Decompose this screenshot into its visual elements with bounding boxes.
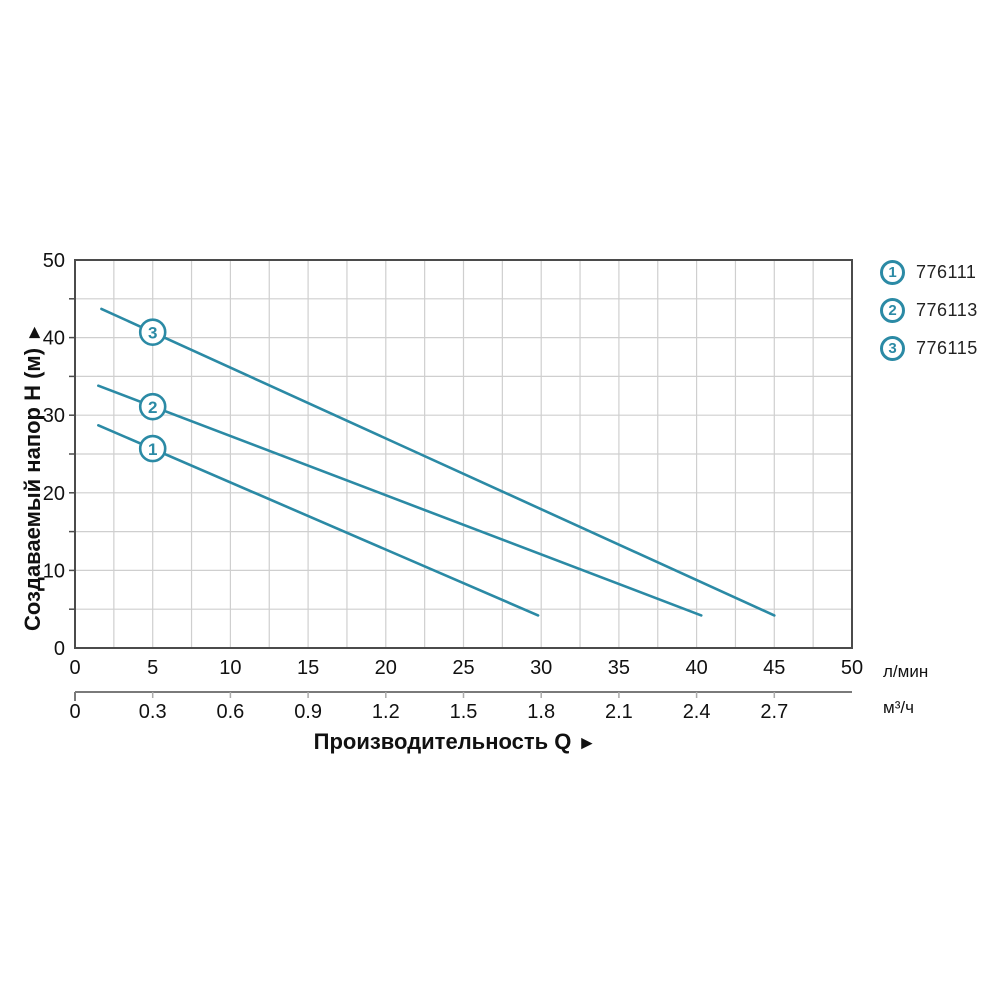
svg-text:20: 20 (375, 657, 397, 679)
svg-text:25: 25 (452, 657, 474, 679)
legend-item: 2 776113 (880, 298, 978, 323)
svg-text:20: 20 (43, 483, 65, 505)
svg-text:40: 40 (685, 657, 707, 679)
series-line-1 (97, 423, 540, 617)
svg-text:1.2: 1.2 (372, 701, 400, 723)
svg-text:1.8: 1.8 (527, 701, 555, 723)
svg-text:10: 10 (43, 560, 65, 582)
series-marker-2: 2 (138, 392, 167, 421)
svg-text:2.7: 2.7 (760, 701, 788, 723)
svg-text:0.3: 0.3 (139, 701, 167, 723)
svg-text:35: 35 (608, 657, 630, 679)
svg-text:50: 50 (43, 250, 65, 272)
svg-text:30: 30 (43, 405, 65, 427)
svg-text:1: 1 (148, 440, 157, 459)
legend-marker-circle-3: 3 (880, 336, 905, 361)
legend-marker-circle-2: 2 (880, 298, 905, 323)
series-marker-1: 1 (138, 434, 167, 463)
svg-text:30: 30 (530, 657, 552, 679)
x-tick-labels-lmin: 0 5 10 15 20 25 30 35 40 45 50 (69, 657, 863, 679)
svg-text:2.4: 2.4 (683, 701, 711, 723)
series-line-3 (100, 307, 776, 617)
y-tick-labels: 0 10 20 30 40 50 (43, 250, 65, 660)
svg-text:3: 3 (148, 324, 157, 343)
legend-item-code-1: 776111 (916, 262, 977, 282)
up-arrow-icon: ► (24, 323, 45, 342)
svg-text:0.6: 0.6 (216, 701, 244, 723)
svg-text:45: 45 (763, 657, 785, 679)
x-axis-title: Производительность Q ► (195, 729, 715, 755)
grid (75, 260, 852, 648)
svg-text:5: 5 (147, 657, 158, 679)
svg-text:0: 0 (54, 638, 65, 660)
svg-text:0.9: 0.9 (294, 701, 322, 723)
series-line-2 (97, 384, 703, 617)
legend-marker-circle-1: 1 (880, 260, 905, 285)
legend-item-code-2: 776113 (916, 300, 978, 320)
unit-label-m3h: м³/ч (883, 698, 914, 717)
svg-text:0: 0 (69, 701, 80, 723)
x-axis-m3h: 0 0.3 0.6 0.9 1.2 1.5 1.8 2.1 2.4 2.7 (69, 691, 852, 723)
svg-text:10: 10 (219, 657, 241, 679)
svg-text:2.1: 2.1 (605, 701, 633, 723)
legend-item: 3 776115 (880, 336, 978, 361)
x-axis-title-text: Производительность Q (313, 729, 572, 754)
legend-item: 1 776111 (880, 260, 978, 285)
svg-text:2: 2 (148, 398, 157, 417)
legend: 1 776111 2 776113 3 776115 (880, 260, 978, 361)
series-marker-3: 3 (138, 318, 167, 346)
legend-item-code-3: 776115 (916, 338, 978, 358)
svg-text:0: 0 (69, 657, 80, 679)
svg-text:1.5: 1.5 (450, 701, 478, 723)
y-axis-title: Создаваемый напор Н (м) ► (20, 217, 50, 737)
svg-text:40: 40 (43, 328, 65, 350)
right-arrow-icon: ► (577, 733, 597, 754)
y-axis-title-text: Создаваемый напор Н (м) (20, 347, 45, 631)
svg-text:15: 15 (297, 657, 319, 679)
y-axis-ticks (69, 298, 75, 610)
unit-label-lmin: л/мин (883, 662, 929, 681)
svg-text:50: 50 (841, 657, 863, 679)
